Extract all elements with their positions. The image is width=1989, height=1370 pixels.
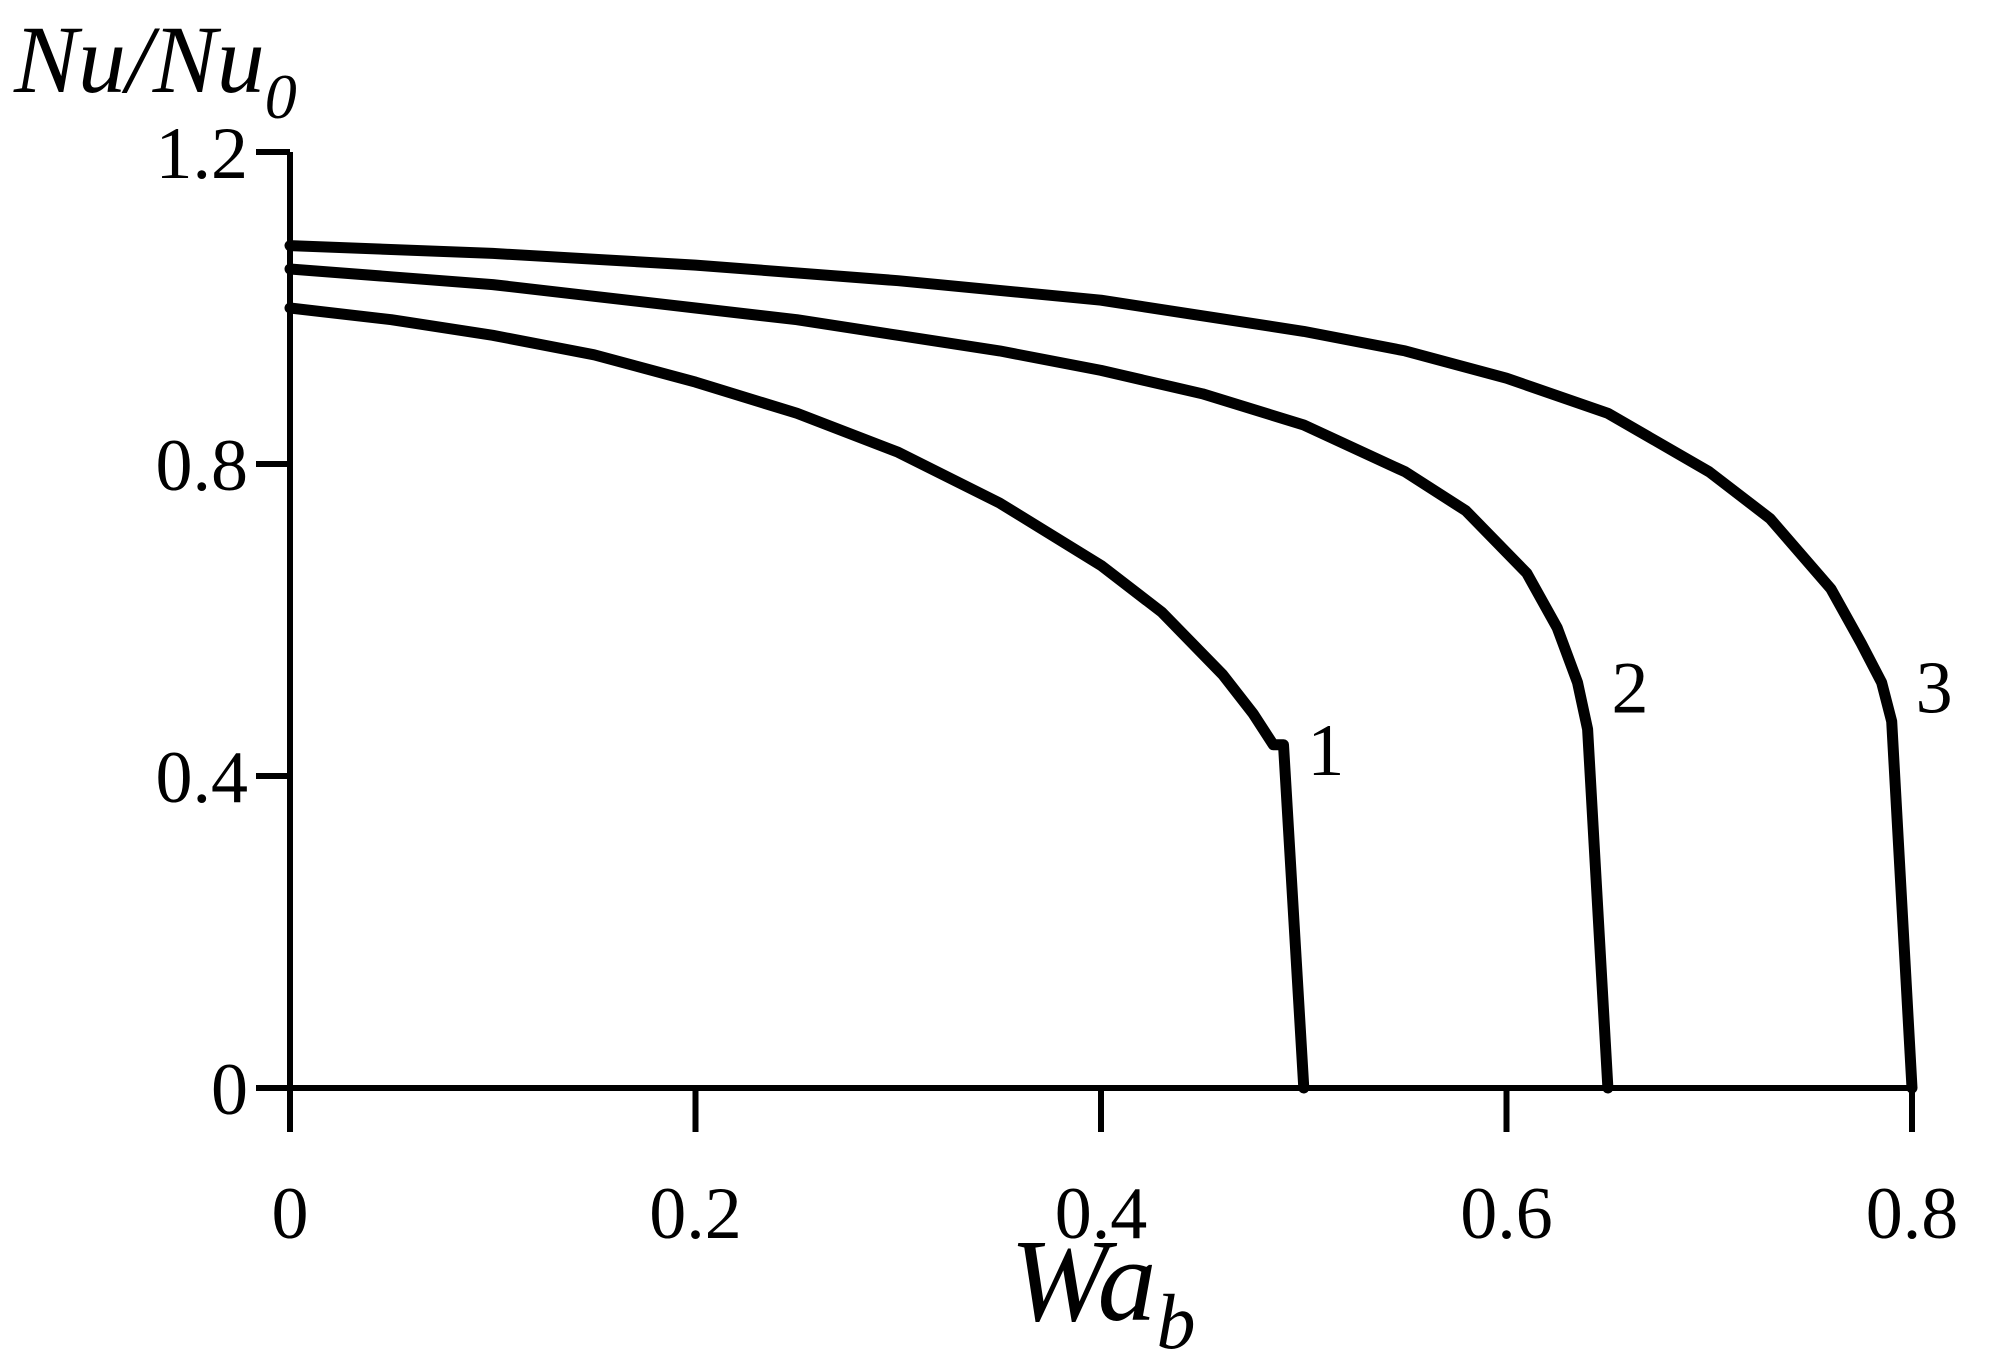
- x-tick-label: 0.2: [649, 1173, 742, 1255]
- y-tick-label: 0: [211, 1049, 248, 1131]
- x-axis-title-subscript: b: [1156, 1278, 1195, 1365]
- x-axis-title: Wab: [1010, 1215, 1195, 1365]
- series-3-line: [284, 240, 1918, 1094]
- axes: [256, 152, 1912, 1091]
- y-axis-title-main: Nu/Nu: [13, 6, 265, 113]
- y-tick-label: 1.2: [156, 113, 249, 195]
- y-axis-title-subscript: 0: [265, 61, 297, 132]
- x-axis-title-main: Wa: [1010, 1215, 1156, 1346]
- x-tick-label: 0: [272, 1173, 309, 1255]
- series-1-line: [284, 302, 1310, 1094]
- series-2-label: 2: [1611, 647, 1648, 729]
- ticks: 0 0.2 0.4 0.6 0.8 0 0.4 0.8 1.2: [156, 113, 1959, 1255]
- series-1-label: 1: [1307, 710, 1344, 792]
- series-group: [284, 240, 1918, 1094]
- y-axis-title: Nu/Nu0: [13, 6, 297, 132]
- y-tick-label: 0.4: [156, 737, 249, 819]
- x-tick-label: 0.6: [1460, 1173, 1553, 1255]
- series-2-line: [284, 263, 1614, 1094]
- series-3-label: 3: [1916, 647, 1953, 729]
- y-tick-label: 0.8: [156, 425, 249, 507]
- x-tick-label: 0.8: [1866, 1173, 1959, 1255]
- x-tick-label: 0.4: [1055, 1173, 1148, 1255]
